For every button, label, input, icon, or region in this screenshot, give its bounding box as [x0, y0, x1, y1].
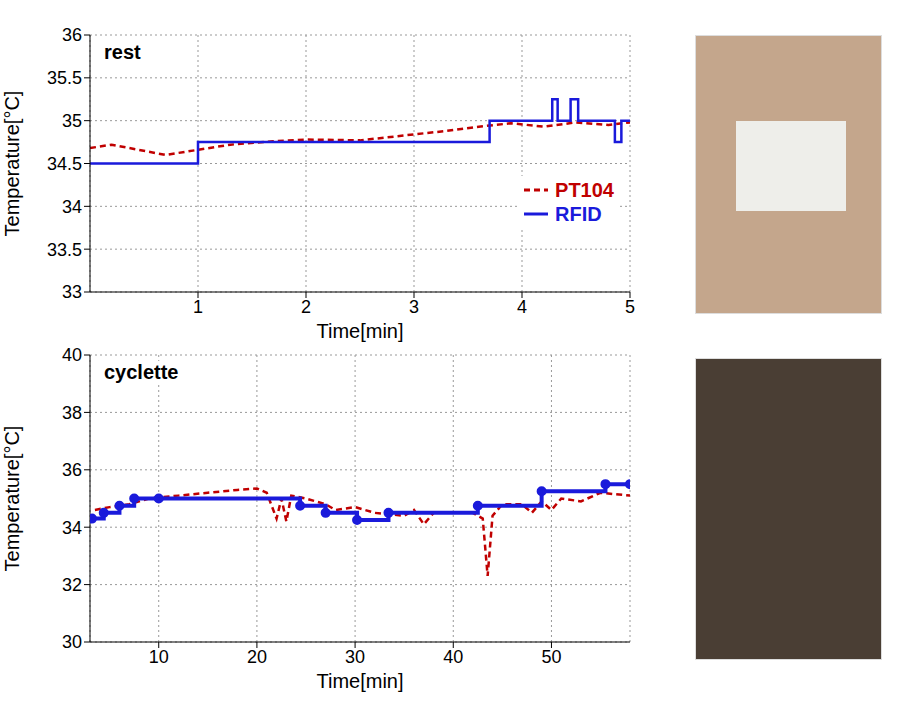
svg-text:4: 4 [517, 297, 527, 317]
svg-text:36: 36 [62, 460, 82, 480]
svg-text:32: 32 [62, 575, 82, 595]
svg-text:Temperature[°C]: Temperature[°C] [1, 91, 23, 237]
svg-text:34: 34 [62, 197, 82, 217]
svg-text:2: 2 [301, 297, 311, 317]
svg-text:20: 20 [247, 647, 267, 667]
svg-text:33.5: 33.5 [47, 240, 82, 260]
html-text:RFID: RFID [555, 203, 602, 226]
svg-text:40: 40 [62, 345, 82, 365]
svg-text:10: 10 [149, 647, 169, 667]
svg-text:38: 38 [62, 403, 82, 423]
svg-text:30: 30 [345, 647, 365, 667]
svg-text:30: 30 [62, 632, 82, 652]
html-text:cyclette: cyclette [104, 361, 179, 383]
html-text:PT104: PT104 [555, 179, 614, 202]
svg-text:50: 50 [541, 647, 561, 667]
svg-text:Temperature[°C]: Temperature[°C] [1, 426, 23, 572]
svg-text:40: 40 [443, 647, 463, 667]
svg-text:Time[min]: Time[min] [316, 320, 403, 342]
svg-text:34.5: 34.5 [47, 154, 82, 174]
svg-text:35.5: 35.5 [47, 68, 82, 88]
svg-text:34: 34 [62, 518, 82, 538]
svg-text:35: 35 [62, 111, 82, 131]
svg-text:33: 33 [62, 282, 82, 302]
svg-text:5: 5 [625, 297, 635, 317]
svg-text:3: 3 [409, 297, 419, 317]
html-text:rest: rest [104, 41, 141, 63]
svg-text:1: 1 [193, 297, 203, 317]
svg-text:Time[min]: Time[min] [316, 670, 403, 692]
svg-text:36: 36 [62, 25, 82, 45]
